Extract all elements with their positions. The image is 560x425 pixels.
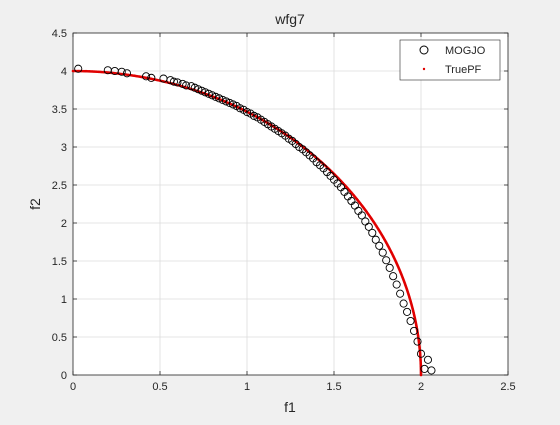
legend-box [399,39,501,81]
mogjo-point [378,248,387,257]
mogjo-point [169,77,178,86]
legend-label-mogjo: MOGJO [445,45,486,57]
y-tick-label: 0 [61,370,67,382]
mogjo-point [74,64,83,73]
x-tick-label: 2 [418,381,424,393]
x-tick-label: 1 [244,381,250,393]
mogjo-point [225,98,234,107]
mogjo-point [242,107,252,117]
mogjo-point [249,111,259,120]
y-tick-label: 0.5 [52,332,67,344]
legend-marker-truepf [422,67,426,71]
mogjo-point [399,299,408,308]
mogjo-point [229,100,238,109]
mogjo-point [173,78,182,87]
mogjo-point [406,316,415,326]
mogjo-point [371,235,380,244]
mogjo-point [142,72,151,81]
x-tick-label: 1.5 [326,381,341,393]
mogjo-point [382,256,391,265]
x-tick-label: 0.5 [152,381,167,393]
mogjo-point [147,73,156,82]
truepf-point [71,69,75,73]
mogjo-point [364,222,373,231]
mogjo-point [409,326,419,335]
mogjo-point [204,89,213,98]
mogjo-series [74,64,436,375]
legend-marker-mogjo [419,45,429,55]
mogjo-point [197,86,206,95]
mogjo-point [178,79,187,88]
mogjo-point [187,82,196,91]
mogjo-point [368,228,377,237]
mogjo-point [218,95,227,104]
mogjo-point [215,94,224,103]
y-tick-label: 4 [61,66,67,78]
y-tick-label: 4.5 [52,28,67,40]
mogjo-point [166,76,175,85]
mogjo-point [385,263,394,272]
legend: MOGJO TruePF [399,39,501,81]
mogjo-point [208,91,217,100]
mogjo-point [427,366,436,375]
mogjo-point [375,241,384,250]
mogjo-point [413,337,422,346]
x-axis-label: f1 [284,399,296,415]
y-tick-label: 3 [61,142,67,154]
mogjo-point [396,289,405,298]
y-tick-label: 1 [61,294,67,306]
y-tick-label: 1.5 [52,256,67,268]
mogjo-point [423,355,433,364]
axes-box [72,32,509,376]
grid [72,32,509,376]
mogjo-point [403,307,412,316]
axes [72,32,509,376]
mogjo-point [392,280,401,289]
x-tick-label: 2.5 [500,381,515,393]
y-tick-label: 3.5 [52,104,67,116]
y-tick-label: 2.5 [52,180,67,192]
mogjo-point [182,81,191,90]
mogjo-point [416,349,426,358]
mogjo-point [222,97,231,106]
mogjo-point [201,88,210,97]
mogjo-point [235,104,245,113]
y-tick-label: 2 [61,218,67,230]
y-axis-label: f2 [27,198,43,210]
mogjo-point [117,67,126,76]
mogjo-point [389,272,398,281]
mogjo-point [194,85,203,94]
plot-area [73,33,508,375]
mogjo-point [190,83,199,92]
legend-label-truepf: TruePF [445,64,482,76]
mogjo-point [357,211,366,220]
x-tick-label: 0 [70,381,76,393]
ticks: 0 0.5 1 1.5 2 2.5 0 0.5 1 1.5 2 2.5 3 3.5 4 4.5 [52,28,516,393]
mogjo-point [211,92,220,101]
chart-title: wfg7 [274,11,305,27]
mogjo-point [122,69,131,78]
